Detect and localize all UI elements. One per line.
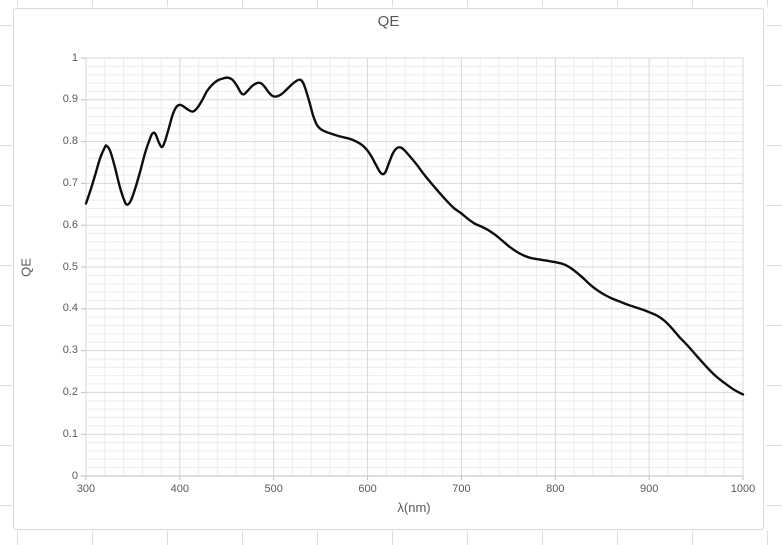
spreadsheet-gridline-stub <box>542 0 543 7</box>
spreadsheet-gridline-stub <box>766 505 782 506</box>
spreadsheet-gridline-stub <box>0 85 12 86</box>
spreadsheet-gridline-stub <box>0 265 12 266</box>
spreadsheet-gridline-stub <box>766 25 782 26</box>
spreadsheet-gridline-stub <box>317 0 318 7</box>
spreadsheet-gridline-stub <box>17 531 18 545</box>
spreadsheet-gridline-stub <box>767 0 768 7</box>
y-axis-title: QE <box>18 258 34 277</box>
spreadsheet-gridline-stub <box>392 0 393 7</box>
spreadsheet-gridline-stub <box>0 445 12 446</box>
x-tick-label: 800 <box>546 483 565 495</box>
x-tick-label: 300 <box>76 483 96 495</box>
spreadsheet-gridline-stub <box>766 85 782 86</box>
spreadsheet-gridline-stub <box>392 531 393 545</box>
y-tick-label: 0 <box>71 469 78 482</box>
y-tick-label: 1 <box>71 51 78 64</box>
spreadsheet-gridline-stub <box>692 0 693 7</box>
spreadsheet-gridline-stub <box>0 205 12 206</box>
chart-title: QE <box>377 13 400 30</box>
major-gridlines <box>86 57 743 476</box>
spreadsheet-gridline-stub <box>467 531 468 545</box>
y-tick-label: 0.2 <box>62 385 78 398</box>
spreadsheet-gridline-stub <box>766 325 782 326</box>
spreadsheet-gridline-stub <box>17 0 18 7</box>
spreadsheet-gridline-stub <box>0 145 12 146</box>
axis-ticks <box>81 57 744 480</box>
y-tick-label: 0.3 <box>62 344 78 357</box>
spreadsheet-gridline-stub <box>0 25 12 26</box>
spreadsheet-gridline-stub <box>317 531 318 545</box>
spreadsheet-gridline-stub <box>766 385 782 386</box>
y-tick-label: 0.9 <box>62 93 78 106</box>
spreadsheet-gridline-stub <box>617 531 618 545</box>
spreadsheet-gridline-stub <box>766 265 782 266</box>
y-tick-label: 0.1 <box>62 427 78 440</box>
y-tick-label: 0.8 <box>62 135 78 148</box>
spreadsheet-gridline-stub <box>167 0 168 7</box>
x-tick-label: 1000 <box>730 483 756 495</box>
spreadsheet-gridline-stub <box>467 0 468 7</box>
spreadsheet-gridline-stub <box>0 325 12 326</box>
spreadsheet-gridline-stub <box>766 205 782 206</box>
x-tick-label: 600 <box>358 483 377 495</box>
x-tick-label: 500 <box>264 483 283 495</box>
spreadsheet-gridline-stub <box>0 505 12 506</box>
spreadsheet-gridline-stub <box>766 445 782 446</box>
spreadsheet-gridline-stub <box>242 0 243 7</box>
spreadsheet-gridline-stub <box>0 385 12 386</box>
spreadsheet-gridline-stub <box>617 0 618 7</box>
x-axis-title: λ(nm) <box>397 500 431 515</box>
x-tick-label: 900 <box>639 483 659 495</box>
spreadsheet-gridline-stub <box>242 531 243 545</box>
qe-curve <box>84 76 745 396</box>
y-tick-label: 0.5 <box>62 260 78 273</box>
y-tick-label: 0.6 <box>62 218 78 231</box>
spreadsheet-gridline-stub <box>542 531 543 545</box>
spreadsheet-gridline-stub <box>692 531 693 545</box>
spreadsheet-gridline-stub <box>767 531 768 545</box>
y-tick-label: 0.7 <box>62 176 78 189</box>
spreadsheet-gridline-stub <box>167 531 168 545</box>
spreadsheet-gridline-stub <box>766 145 782 146</box>
x-tick-label: 700 <box>452 483 471 495</box>
x-tick-label: 400 <box>170 483 190 495</box>
spreadsheet-gridline-stub <box>92 531 93 545</box>
y-tick-label: 0.4 <box>62 302 78 315</box>
spreadsheet-gridline-stub <box>92 0 93 7</box>
